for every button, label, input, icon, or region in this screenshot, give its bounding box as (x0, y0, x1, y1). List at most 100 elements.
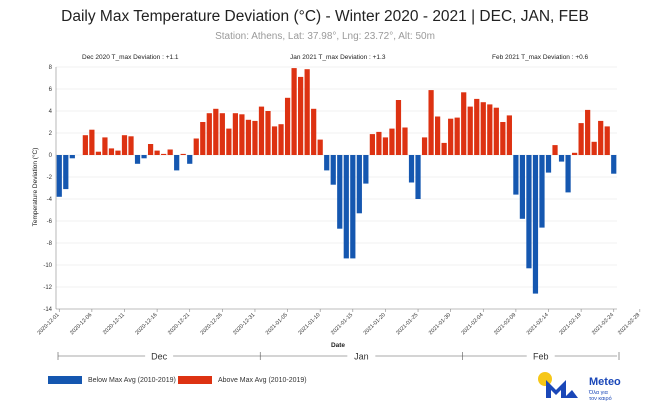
legend-below-label: Below Max Avg (2010-2019) (88, 376, 176, 384)
legend-above-label: Above Max Avg (2010-2019) (218, 376, 307, 384)
bar-above (435, 116, 441, 155)
bar-below (69, 155, 75, 159)
bar-below (63, 155, 69, 190)
annotation-feb: Feb 2021 T_max Deviation : +0.6 (492, 54, 589, 61)
bar-above (108, 148, 115, 155)
bar-above (461, 92, 467, 155)
month-label-bg (347, 351, 376, 361)
x-tick-label: 2020-12-26 (200, 312, 224, 336)
x-tick-label: 2021-02-19 (558, 312, 582, 336)
month-label-bg (145, 351, 174, 361)
bar-above (578, 123, 584, 155)
bar-above (252, 120, 258, 155)
bar-below (545, 155, 552, 173)
bar-below (56, 155, 62, 197)
x-tick-label: 2020-12-16 (134, 312, 158, 336)
meteo-logo-icon (538, 372, 578, 398)
bar-above (213, 108, 219, 155)
logo-name: Meteo (589, 376, 621, 388)
y-axis-label: Temperature Deviation (°C) (31, 148, 39, 227)
y-tick-label: -8 (47, 241, 53, 247)
bar-above (265, 111, 271, 155)
bar-above (493, 107, 499, 155)
y-tick-label: -4 (47, 197, 53, 203)
bar-below (330, 155, 336, 185)
bar-above (421, 137, 428, 155)
bar-above (571, 152, 578, 155)
annotation-jan: Jan 2021 T_max Deviation : +1.3 (290, 54, 386, 61)
bar-below (174, 155, 180, 171)
bar-above (226, 128, 232, 155)
bar-above (376, 131, 382, 155)
month-label: Dec (151, 352, 168, 362)
y-tick-label: 4 (49, 109, 53, 115)
bar-above (317, 139, 323, 155)
x-tick-label: 2021-01-05 (265, 312, 289, 336)
bar-above (448, 118, 454, 155)
x-tick-label: 2021-02-09 (493, 312, 517, 336)
month-label-bg (526, 351, 555, 361)
y-tick-label: -2 (47, 175, 53, 181)
x-axis: 2020-12-01 2020-12-06 2020-12-11 2020-12-16… (37, 309, 641, 336)
legend-below-swatch (48, 376, 82, 384)
month-label: Jan (354, 352, 369, 362)
annotation-dec: Dec 2020 T_max Deviation : +1.1 (82, 54, 179, 61)
bar-above (128, 136, 134, 155)
y-tick-label: 6 (49, 87, 53, 93)
chart-title: Daily Max Temperature Deviation (°C) - W… (61, 8, 589, 25)
bar-above (154, 150, 160, 155)
bar-above (311, 108, 317, 155)
bar-above (369, 134, 375, 155)
legend-above: Above Max Avg (2010-2019) (178, 376, 307, 384)
bar-above (291, 68, 297, 155)
bar-below (363, 155, 369, 184)
y-axis: -14 -12 -10 -8 -6 -4 -2 0 2 4 6 8 (43, 65, 617, 313)
bar-above (402, 127, 408, 155)
bar-below (408, 155, 415, 183)
x-tick-label: 2021-01-20 (363, 312, 387, 336)
bar-above (167, 149, 173, 155)
y-tick-label: -6 (47, 219, 53, 225)
bar-above (591, 141, 597, 155)
logo-tagline-line2: τον καιρό (589, 396, 612, 402)
bar-above (298, 76, 304, 155)
bar-above (389, 128, 395, 155)
logo-tagline: Όλα για τον καιρό (589, 390, 612, 402)
bar-above (239, 114, 245, 155)
bar-above (121, 135, 128, 155)
x-tick-label: 2021-02-14 (526, 312, 550, 336)
bar-above (487, 104, 493, 155)
y-tick-label: 2 (49, 131, 53, 137)
bar-series (56, 68, 617, 294)
bar-above (474, 98, 480, 155)
y-tick-label: -12 (43, 285, 52, 291)
bar-above (271, 126, 278, 155)
x-tick-label: 2020-12-01 (37, 312, 61, 336)
x-tick-label: 2021-02-04 (461, 312, 485, 336)
bar-above (147, 144, 154, 155)
bar-below (532, 155, 539, 294)
bar-above (95, 151, 102, 155)
bar-below (526, 155, 532, 269)
x-tick-label: 2021-01-15 (330, 312, 354, 336)
bar-above (585, 109, 591, 155)
bar-above (161, 153, 167, 155)
bar-below (337, 155, 343, 229)
bar-above (428, 90, 434, 155)
bar-below (187, 155, 193, 164)
bar-above (506, 115, 512, 155)
bar-below (519, 155, 526, 219)
bar-above (206, 113, 212, 155)
logo-tagline-line1: Όλα για (589, 390, 608, 396)
bar-above (500, 122, 506, 155)
bar-above (278, 124, 284, 155)
x-tick-label: 2020-12-06 (69, 312, 93, 336)
month-label: Feb (533, 352, 549, 362)
y-tick-label: 8 (49, 65, 53, 71)
bar-below (350, 155, 356, 259)
legend-below: Below Max Avg (2010-2019) (48, 376, 176, 384)
bar-below (565, 155, 571, 193)
bar-above (284, 97, 291, 155)
bar-above (258, 106, 265, 155)
